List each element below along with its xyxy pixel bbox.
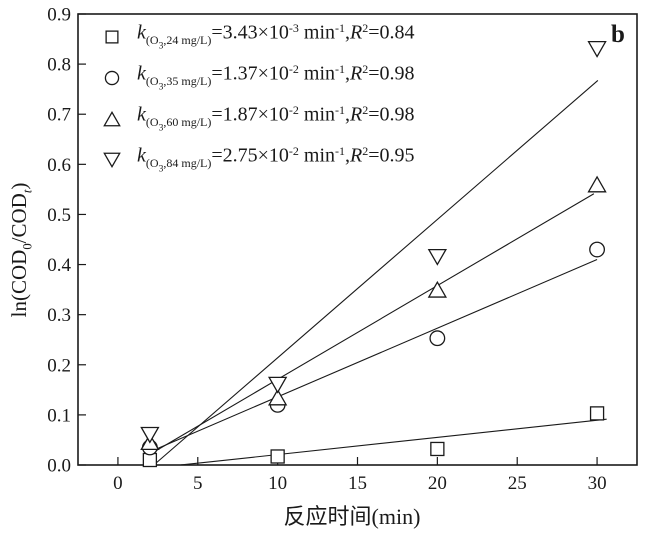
y-tick-label: 0.9 [47,5,71,26]
x-tick-label: 15 [348,473,367,494]
legend-row: k(O3,84 mg/L)=2.75×10-2 min-1,R2=0.95 [99,139,415,180]
x-tick-label: 5 [193,473,203,494]
triangle-down-marker [427,248,448,266]
x-tick-label: 0 [113,473,123,494]
y-tick-label: 0.5 [47,205,71,226]
square-marker [430,441,445,457]
circle-marker [589,241,606,258]
y-tick-label: 0.6 [47,155,71,176]
triangle-up-marker [587,175,607,193]
legend-triangle-up-icon [99,108,137,130]
triangle-up-marker [267,388,288,406]
x-axis-label: 反应时间(min) [283,504,421,529]
triangle-down-marker [140,426,160,444]
square-marker [105,29,119,44]
y-tick-label: 0.2 [47,355,71,376]
y-tick-label: 0.7 [47,105,71,126]
legend-row: k(O3,35 mg/L)=1.37×10-2 min-1,R2=0.98 [99,57,415,98]
fit-line [180,418,607,466]
fit-line [154,80,599,465]
square-marker [270,449,285,464]
y-axis-label: ln(COD0/CODt) [7,182,35,318]
circle-marker [104,70,120,85]
legend-square-icon [99,26,137,48]
square-marker [589,406,605,421]
legend-row: k(O3,60 mg/L)=1.87×10-2 min-1,R2=0.98 [99,98,415,139]
legend-label: k(O3,60 mg/L)=1.87×10-2 min-1,R2=0.98 [137,103,415,134]
triangle-down-marker [103,152,121,168]
triangle-up-marker [427,280,448,298]
legend: k(O3,24 mg/L)=3.43×10-3 min-1,R2=0.84 k(O… [99,16,415,180]
legend-label: k(O3,24 mg/L)=3.43×10-3 min-1,R2=0.84 [137,21,415,52]
triangle-down-marker [267,376,288,394]
legend-triangle-down-icon [99,149,137,171]
square-marker [142,452,158,468]
x-tick-label: 25 [508,473,527,494]
x-tick-label: 30 [588,473,607,494]
legend-label: k(O3,84 mg/L)=2.75×10-2 min-1,R2=0.95 [137,144,415,175]
fit-line [147,193,595,456]
legend-label: k(O3,35 mg/L)=1.37×10-2 min-1,R2=0.98 [137,62,415,93]
fit-line [148,259,598,453]
y-tick-label: 0.4 [47,255,71,276]
legend-circle-icon [99,67,137,89]
y-tick-label: 0.0 [47,456,71,477]
y-tick-label: 0.8 [47,55,71,76]
x-tick-label: 10 [268,473,287,494]
x-tick-label: 20 [428,473,447,494]
y-tick-label: 0.3 [47,305,71,326]
legend-row: k(O3,24 mg/L)=3.43×10-3 min-1,R2=0.84 [99,16,415,57]
triangle-down-marker [587,40,607,58]
y-tick-label: 0.1 [47,405,71,426]
circle-marker [429,330,446,347]
triangle-up-marker [103,110,121,126]
panel-label: b [611,21,625,48]
